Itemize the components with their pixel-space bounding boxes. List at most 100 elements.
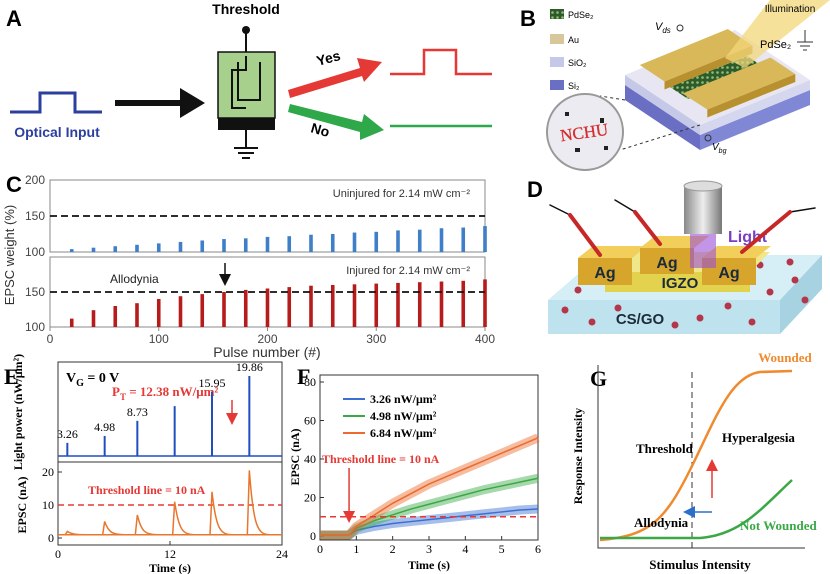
text-part: T [120, 392, 126, 402]
text-part: V [655, 21, 664, 33]
legend-text: Au [568, 35, 579, 45]
bar [461, 227, 466, 252]
electrode-top [702, 246, 771, 258]
base [218, 118, 275, 130]
bar [156, 243, 161, 252]
epsc-spike [246, 470, 270, 536]
terminal [242, 26, 250, 34]
y-tick-label: 0 [310, 529, 316, 543]
bar [91, 310, 96, 327]
sio2-layer [700, 80, 810, 135]
hysteresis [231, 56, 261, 109]
wounded-label: Wounded [758, 350, 812, 365]
light-source-top [683, 180, 723, 192]
panel-label: D [527, 177, 543, 202]
y-tick-label: 100 [25, 320, 45, 334]
x-tick-label: 100 [149, 332, 169, 346]
shape [786, 258, 794, 266]
sio2-layer [625, 75, 700, 135]
data-label: 19.86 [236, 360, 263, 374]
no-label: No [309, 120, 331, 141]
annotation: Uninjured for 2.14 mW cm⁻² [333, 188, 471, 200]
y-tick-label: 20 [304, 491, 316, 505]
no-arrow [288, 104, 384, 140]
text-part: G [76, 378, 84, 389]
swatch [550, 57, 564, 67]
bar [243, 289, 248, 327]
series-line [320, 437, 539, 536]
vds-label: Vds [655, 21, 671, 35]
bar [374, 283, 379, 327]
yes-output [390, 48, 492, 76]
epsc-spike [134, 514, 158, 536]
y-tick-label: 150 [25, 209, 45, 223]
x-tick-label: 1 [353, 542, 359, 556]
swatch [550, 9, 564, 19]
panel-g: G Response Intensity Stimulus Intensity … [571, 350, 817, 572]
light-beam [725, 0, 830, 68]
electrode [639, 29, 753, 82]
bar [222, 292, 226, 327]
bar [69, 318, 74, 327]
substrate-front [548, 300, 780, 334]
data-label: 4.98 [94, 420, 115, 434]
bar [91, 247, 96, 252]
probes [549, 199, 816, 257]
bar [200, 294, 205, 327]
panel-label: C [6, 172, 22, 197]
bar [483, 279, 487, 327]
shape [568, 213, 602, 257]
axes [597, 365, 805, 549]
data-label: 8.73 [127, 405, 148, 419]
y-axis-label: EPSC weight (%) [2, 205, 17, 305]
panel-d: D CS/GO IGZO Ag Ag Ag Light [527, 177, 822, 334]
text-part: nW/μm² [169, 384, 218, 399]
bar [330, 285, 335, 327]
bar [439, 281, 444, 327]
bar [439, 228, 444, 252]
x-tick-label: 0 [317, 542, 323, 556]
panel-label: F [297, 364, 310, 389]
legend-label: 3.26 nW/μm² [370, 392, 437, 406]
bar [265, 236, 270, 252]
shape [549, 204, 571, 216]
x-tick-label: 300 [366, 332, 386, 346]
ag-label: Ag [718, 265, 739, 282]
data-label: 15.95 [199, 376, 226, 390]
legend-label: 6.84 nW/μm² [370, 426, 437, 440]
y-tick-label: 20 [42, 465, 54, 479]
annotation: Injured for 2.14 mW cm⁻² [346, 265, 470, 277]
y-tick-label: 10 [42, 498, 54, 512]
igzo-label: IGZO [662, 275, 699, 292]
panel-label: A [6, 6, 22, 31]
yes-arrow [288, 58, 382, 98]
y-axis-label: Light power (nW/μm²) [11, 354, 25, 470]
shape [791, 276, 799, 284]
vbg-label: Vbg [712, 142, 727, 155]
epsc-spike [209, 491, 233, 536]
light-source [684, 186, 722, 234]
shape [588, 318, 596, 326]
substrate-side [780, 255, 822, 334]
y-tick-label: 0 [48, 531, 54, 545]
particles [561, 258, 809, 329]
shape [696, 314, 704, 322]
x-tick-label: 400 [475, 332, 495, 346]
pdse2-channel [670, 56, 765, 99]
text-part: V [712, 142, 720, 153]
y-tick-label: 150 [25, 285, 45, 299]
epsc-spike [64, 530, 88, 536]
bar [309, 234, 313, 252]
ground [234, 130, 258, 159]
legend-label: 4.98 nW/μm² [370, 409, 437, 423]
substrate-label: CS/GO [616, 311, 665, 328]
panel-b: B PdSe₂ Au SiO₂ Si₂ Illumination Vds PdS… [520, 0, 830, 171]
electrode [640, 248, 694, 274]
shape [748, 318, 756, 326]
electrode [682, 57, 796, 110]
legend-text: Si₂ [568, 81, 580, 91]
bar [222, 239, 226, 252]
bar [396, 230, 400, 252]
arrow [115, 88, 205, 118]
bar [330, 234, 335, 252]
